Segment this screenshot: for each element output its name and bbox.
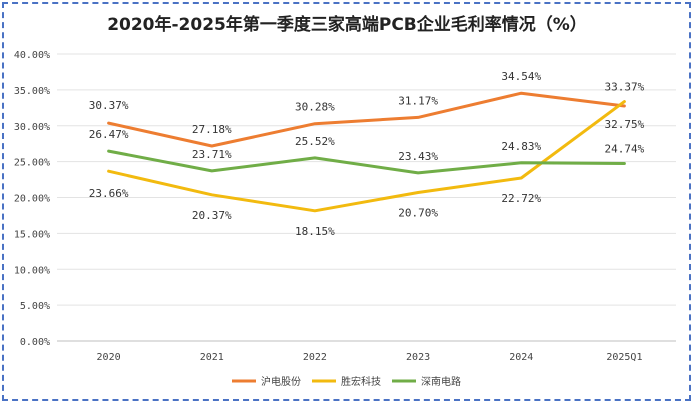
- y-tick-label: 25.00%: [14, 158, 50, 169]
- legend-label: 深南电路: [421, 375, 461, 388]
- x-tick-label: 2024: [509, 352, 533, 363]
- series-line: [107, 100, 626, 213]
- y-tick-label: 0.00%: [20, 337, 50, 348]
- legend-item[interactable]: 胜宏科技: [312, 375, 381, 388]
- series-line: [107, 91, 626, 148]
- y-tick-label: 40.00%: [14, 50, 50, 61]
- legend-label: 胜宏科技: [341, 375, 381, 388]
- legend-item[interactable]: 沪电股份: [232, 375, 301, 388]
- data-label: 31.17%: [398, 94, 438, 107]
- x-tick-label: 2022: [303, 352, 327, 363]
- data-label: 23.66%: [89, 187, 129, 200]
- chart-frame: [2, 2, 691, 401]
- series-line: [107, 149, 626, 175]
- data-labels: 30.37% 27.18% 30.28% 31.17% 34.54% 32.75% 23.6…: [89, 70, 645, 238]
- data-label: 20.70%: [398, 206, 438, 219]
- data-label: 24.83%: [501, 140, 541, 153]
- data-label: 32.75%: [605, 118, 645, 131]
- x-tick-label: 2021: [200, 352, 224, 363]
- data-label: 34.54%: [501, 70, 541, 83]
- y-axis: 0.00% 5.00% 10.00% 15.00% 20.00% 25.00% 30.00%…: [14, 50, 50, 348]
- series-lines: [107, 91, 626, 213]
- data-label: 25.52%: [295, 135, 335, 148]
- legend[interactable]: 沪电股份 胜宏科技 深南电路: [232, 375, 461, 388]
- data-label: 22.72%: [501, 192, 541, 205]
- x-tick-label: 2025Q1: [606, 352, 642, 363]
- data-label: 24.74%: [605, 142, 645, 155]
- y-tick-label: 5.00%: [20, 301, 50, 312]
- x-axis: 2020 2021 2022 2023 2024 2025Q1: [97, 352, 643, 363]
- data-label: 26.47%: [89, 128, 129, 141]
- chart-title: 2020年-2025年第一季度三家高端PCB企业毛利率情况（%）: [107, 14, 587, 35]
- data-label: 30.37%: [89, 99, 129, 112]
- x-tick-label: 2023: [406, 352, 430, 363]
- y-tick-label: 30.00%: [14, 122, 50, 133]
- legend-label: 沪电股份: [261, 375, 301, 388]
- data-label: 23.71%: [192, 148, 232, 161]
- y-tick-label: 35.00%: [14, 86, 50, 97]
- data-label: 23.43%: [398, 150, 438, 163]
- data-label: 33.37%: [605, 81, 645, 94]
- x-tick-label: 2020: [97, 352, 121, 363]
- y-tick-label: 15.00%: [14, 229, 50, 240]
- y-tick-label: 10.00%: [14, 265, 50, 276]
- data-label: 18.15%: [295, 225, 335, 238]
- data-label: 20.37%: [192, 209, 232, 222]
- gridlines: [57, 53, 676, 342]
- legend-item[interactable]: 深南电路: [392, 375, 461, 388]
- data-label: 27.18%: [192, 123, 232, 136]
- y-tick-label: 20.00%: [14, 194, 50, 205]
- data-label: 30.28%: [295, 101, 335, 114]
